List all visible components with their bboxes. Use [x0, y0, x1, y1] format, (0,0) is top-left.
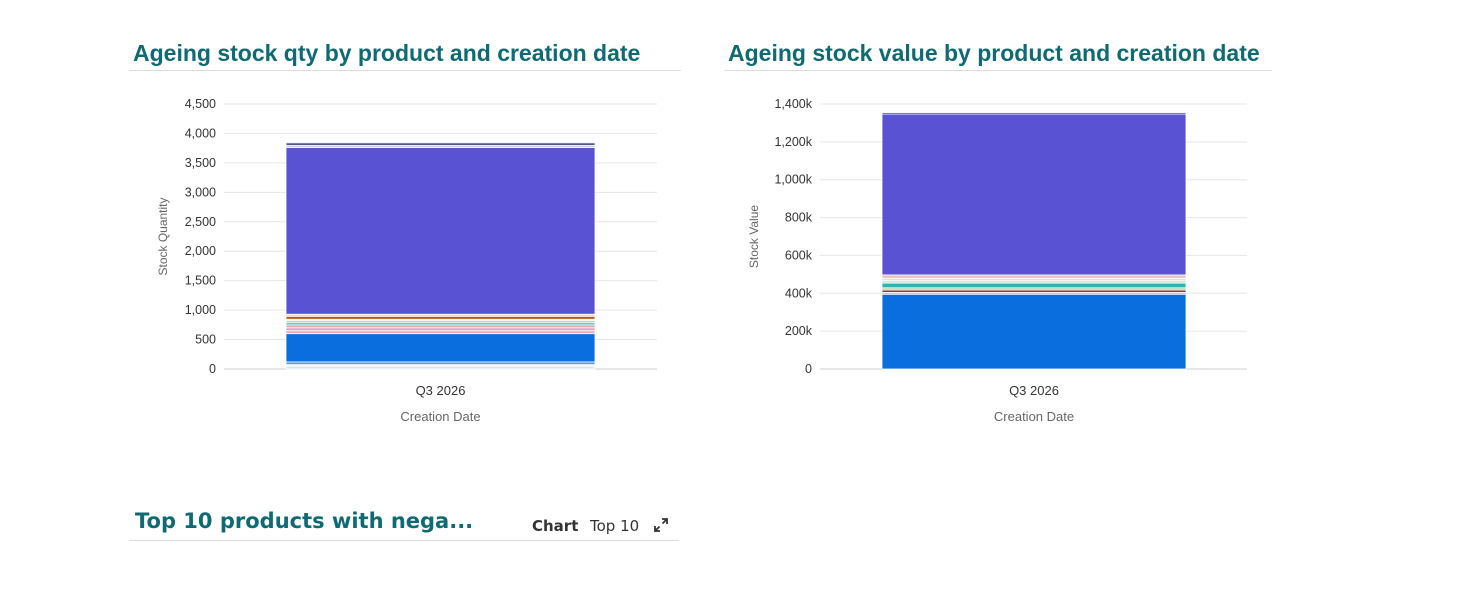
y-tick-label: 0 — [805, 362, 812, 376]
bar-segment[interactable] — [881, 111, 1187, 113]
y-tick-label: 3,500 — [185, 156, 216, 170]
y-tick-label: 0 — [209, 362, 216, 376]
expand-icon[interactable] — [653, 517, 669, 533]
y-tick-label: 1,000 — [185, 303, 216, 317]
bar-segment[interactable] — [881, 279, 1187, 284]
y-tick-label: 1,500 — [185, 274, 216, 288]
bar-segment[interactable] — [285, 327, 596, 332]
bottom-title-divider — [129, 540, 679, 541]
qty-title-divider — [129, 70, 681, 71]
qty-chart: 0 500 1,000 1,500 2,000 2,500 3,000 3,500 4,000 4… — [156, 97, 657, 424]
value-chart-title: Ageing stock value by product and creati… — [728, 40, 1260, 66]
x-axis-title: Creation Date — [400, 409, 480, 424]
x-tick-label: Q3 2026 — [416, 383, 466, 398]
bar-segment[interactable] — [881, 113, 1187, 276]
negative-stock-title: Top 10 products with nega... — [135, 509, 474, 533]
y-tick-label: 3,000 — [185, 185, 216, 199]
bar-segment[interactable] — [285, 141, 596, 144]
x-tick-label: Q3 2026 — [1009, 383, 1059, 398]
chart-view-button[interactable]: Chart — [532, 517, 579, 535]
y-tick-label: 200k — [785, 324, 813, 338]
y-tick-label: 2,500 — [185, 215, 216, 229]
bar-segment[interactable] — [285, 315, 596, 320]
y-tick-label: 600k — [785, 248, 813, 262]
y-tick-label: 500 — [195, 333, 216, 347]
bar-segment[interactable] — [285, 330, 596, 335]
y-axis-title: Stock Value — [747, 205, 761, 268]
y-tick-label: 1,400k — [774, 97, 812, 111]
qty-chart-title: Ageing stock qty by product and creation… — [133, 40, 641, 66]
y-tick-label: 400k — [785, 286, 813, 300]
top-10-selector[interactable]: Top 10 — [590, 517, 640, 535]
value-chart: 0 200k 400k 600k 800k 1,000k 1,200k 1,400k Q3 20… — [747, 97, 1247, 424]
bar-segment[interactable] — [881, 293, 1187, 370]
y-tick-label: 1,000k — [774, 173, 812, 187]
bar-segment[interactable] — [285, 333, 596, 363]
y-axis-title: Stock Quantity — [156, 197, 170, 275]
qty-chart-panel: Ageing stock qty by product and creation… — [129, 40, 681, 440]
bar-segment[interactable] — [881, 274, 1187, 279]
value-chart-panel: Ageing stock value by product and creati… — [724, 40, 1272, 440]
y-tick-label: 2,000 — [185, 244, 216, 258]
y-tick-label: 800k — [785, 211, 813, 225]
x-axis-title: Creation Date — [994, 409, 1074, 424]
y-tick-label: 4,500 — [185, 97, 216, 111]
bar-segment[interactable] — [285, 324, 596, 329]
bar-segment[interactable] — [285, 147, 596, 315]
bar-segment[interactable] — [881, 282, 1187, 289]
y-tick-label: 4,000 — [185, 126, 216, 140]
y-tick-label: 1,200k — [774, 135, 812, 149]
value-title-divider — [724, 70, 1272, 71]
